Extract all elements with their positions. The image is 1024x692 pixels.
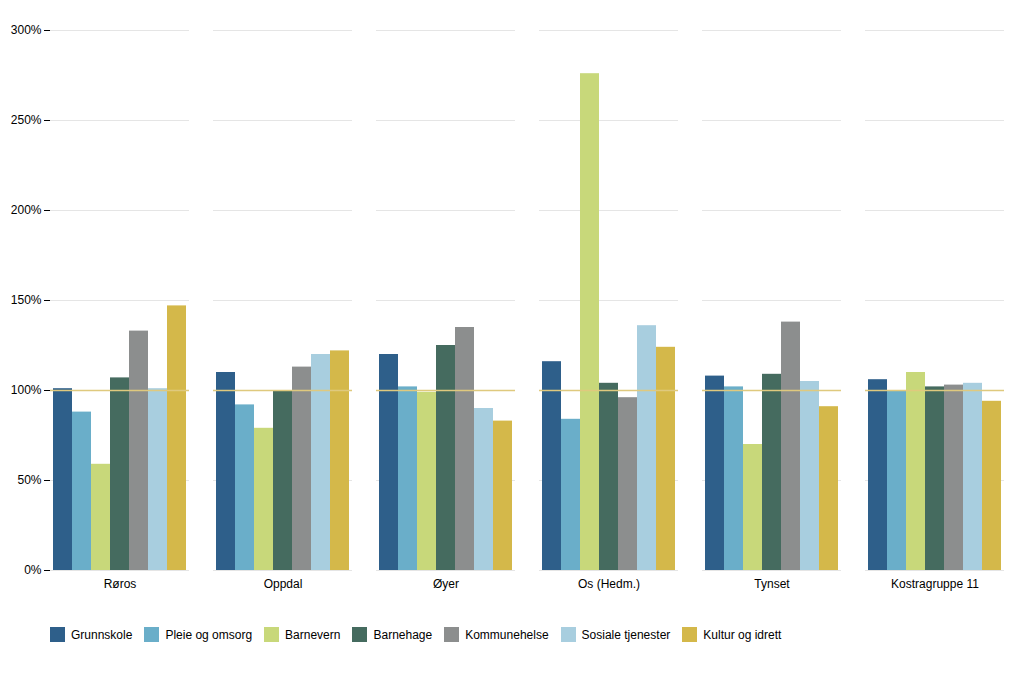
html-text:Kultur og idrett: Kultur og idrett (703, 627, 782, 642)
svg-text:250%: 250% (11, 113, 42, 127)
html-text:Pleie og omsorg: Pleie og omsorg (165, 627, 253, 642)
svg-text:Os (Hedm.): Os (Hedm.) (578, 577, 640, 591)
svg-text:150%: 150% (11, 293, 42, 307)
html-text:Barnevern: Barnevern (285, 627, 341, 642)
svg-text:100%: 100% (11, 383, 42, 397)
svg-text:Kostragruppe 11: Kostragruppe 11 (891, 577, 979, 591)
html-text:Sosiale tjenester: Sosiale tjenester (581, 627, 671, 642)
svg-text:50%: 50% (17, 473, 41, 487)
svg-text:Øyer: Øyer (433, 577, 459, 591)
svg-text:300%: 300% (11, 23, 42, 37)
html-text:Kommunehelse: Kommunehelse (465, 627, 549, 642)
html-text:Barnehage: Barnehage (373, 627, 433, 642)
html-text:Grunnskole: Grunnskole (71, 627, 133, 642)
svg-text:Tynset: Tynset (754, 577, 790, 591)
svg-text:200%: 200% (11, 203, 42, 217)
svg-text:Røros: Røros (104, 577, 137, 591)
svg-text:0%: 0% (24, 563, 42, 577)
svg-text:Oppdal: Oppdal (264, 577, 303, 591)
